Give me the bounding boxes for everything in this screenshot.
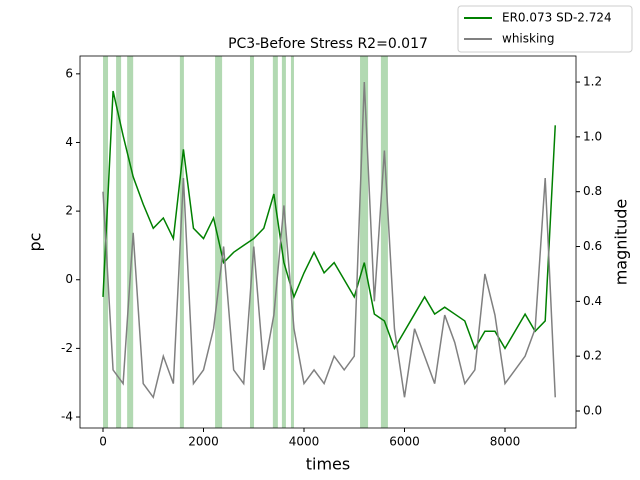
- highlight-span: [249, 56, 255, 428]
- x-tick-label: 6000: [389, 435, 420, 449]
- data-line: [102, 90, 556, 351]
- y2-tick-label: 0.8: [583, 184, 602, 198]
- highlight-span: [360, 56, 369, 428]
- y-tick-label: 4: [65, 135, 73, 149]
- highlight-span: [179, 56, 184, 428]
- y2-tick-label: 1.2: [583, 75, 602, 89]
- y-tick-label: 0: [65, 272, 73, 286]
- y-tick-label: 6: [65, 66, 73, 80]
- y2-tick-label: 0.4: [583, 294, 602, 308]
- data-line: [102, 82, 556, 400]
- x-tick-label: 4000: [289, 435, 320, 449]
- y-tick-label: -2: [61, 341, 73, 355]
- legend-box: [457, 5, 633, 53]
- chart-title: PC3-Before Stress R2=0.017: [228, 36, 428, 52]
- highlight-span: [272, 56, 278, 428]
- y2-axis-label: magnitude: [612, 199, 631, 286]
- x-tick-label: 2000: [188, 435, 219, 449]
- x-tick-label: 8000: [490, 435, 521, 449]
- highlight-span: [290, 56, 294, 428]
- y2-tick-label: 0.2: [583, 349, 602, 363]
- y2-tick-label: 0.6: [583, 239, 602, 253]
- y-tick-label: -4: [61, 410, 73, 424]
- legend-label: ER0.073 SD-2.724: [502, 11, 612, 25]
- y-axis-label: pc: [26, 233, 45, 252]
- y2-tick-label: 1.0: [583, 129, 602, 143]
- highlight-span: [116, 56, 122, 428]
- plot-frame: [79, 55, 577, 429]
- highlight-span: [281, 56, 286, 428]
- legend-label: whisking: [502, 32, 555, 46]
- y-tick-label: 2: [65, 204, 73, 218]
- x-tick-label: 0: [99, 435, 107, 449]
- x-axis-label: times: [306, 455, 350, 474]
- highlight-span: [127, 56, 134, 428]
- y2-tick-label: 0.0: [583, 404, 602, 418]
- highlight-span: [380, 56, 388, 428]
